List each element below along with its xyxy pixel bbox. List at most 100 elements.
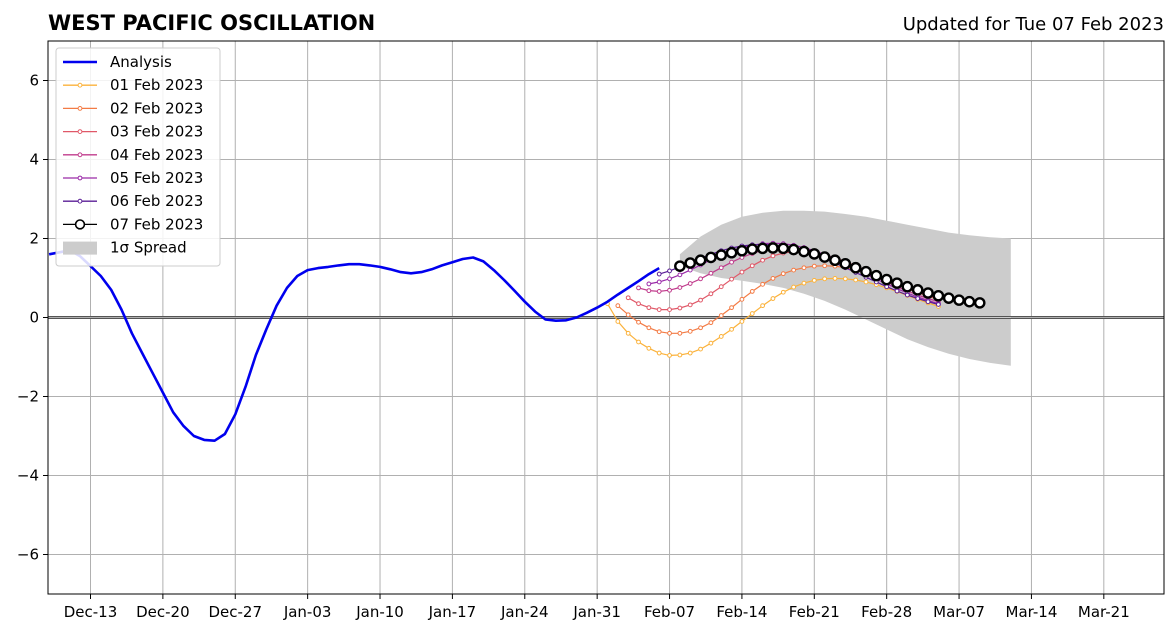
legend: Analysis 01 Feb 2023 02 Feb 2023 03 Feb 202…: [55, 47, 221, 267]
forecast-point: [718, 265, 724, 271]
forecast-series-6: [674, 242, 986, 309]
legend-label: 07 Feb 2023: [110, 215, 203, 233]
forecast-point: [687, 328, 693, 334]
forecast-point: [801, 265, 807, 271]
forecast-point: [698, 297, 703, 303]
forecast-point: [963, 295, 976, 308]
forecast-point: [901, 280, 914, 293]
forecast-point: [746, 243, 759, 255]
forecast-point: [739, 319, 745, 324]
legend-entry: 05 Feb 2023: [63, 169, 203, 187]
forecast-point: [656, 307, 662, 313]
legend-label: 03 Feb 2023: [110, 123, 203, 141]
forecast-point: [646, 288, 652, 294]
forecast-point: [625, 312, 631, 318]
x-tick-label: Feb-07: [644, 603, 695, 621]
forecast-point: [739, 269, 745, 275]
forecast-point: [725, 246, 738, 259]
forecast-point: [667, 287, 672, 293]
forecast-point: [646, 325, 652, 331]
forecast-point: [736, 244, 748, 257]
analysis-line: [48, 249, 660, 443]
forecast-point: [849, 261, 862, 274]
forecast-point: [822, 276, 828, 282]
forecast-point: [656, 350, 662, 356]
forecast-point: [708, 270, 714, 276]
forecast-point: [811, 263, 817, 269]
legend-entry: 02 Feb 2023: [63, 99, 203, 117]
legend-entry: Analysis: [63, 53, 172, 71]
forecast-point: [780, 289, 786, 295]
forecast-point: [760, 303, 765, 309]
plot-frame: [47, 40, 1165, 595]
x-tick-label: Dec-13: [64, 603, 118, 621]
forecast-point: [829, 254, 841, 267]
forecast-point: [749, 289, 755, 294]
forecast-point: [656, 289, 662, 294]
x-tick-label: Jan-03: [283, 603, 332, 621]
forecast-point: [667, 268, 672, 274]
forecast-point: [777, 242, 790, 255]
forecast-point: [767, 242, 779, 254]
y-tick-label: −2: [17, 388, 39, 406]
chart-title: WEST PACIFIC OSCILLATION: [48, 11, 375, 35]
legend-label: 06 Feb 2023: [110, 192, 203, 210]
x-tick-label: Feb-14: [716, 603, 767, 621]
legend-label: 02 Feb 2023: [110, 99, 203, 117]
legend-entry: 07 Feb 2023: [63, 215, 203, 233]
forecast-point: [780, 271, 786, 277]
forecast-point: [708, 320, 714, 326]
forecast-point: [756, 242, 769, 255]
forecast-point: [625, 295, 631, 301]
x-tick-label: Jan-10: [355, 603, 404, 621]
forecast-point: [925, 299, 931, 305]
forecast-point: [677, 285, 683, 290]
forecast-point: [904, 292, 910, 298]
forecast-point: [636, 301, 641, 307]
forecast-point: [880, 273, 893, 286]
forecast-point: [770, 296, 776, 301]
forecast-point: [791, 284, 797, 290]
chart-subtitle: Updated for Tue 07 Feb 2023: [903, 14, 1164, 35]
forecast-point: [922, 287, 934, 299]
legend-entry: 03 Feb 2023: [63, 123, 203, 141]
forecast-point: [636, 319, 641, 325]
forecast-point: [677, 272, 683, 278]
legend-marker: [77, 106, 83, 111]
forecast-point: [749, 263, 755, 269]
legend-entry: 1σ Spread: [63, 239, 187, 257]
forecast-point: [787, 243, 800, 256]
forecast-point: [615, 303, 621, 309]
legend-label: 01 Feb 2023: [110, 76, 203, 94]
forecast-point: [860, 265, 872, 278]
legend-label: Analysis: [110, 53, 172, 71]
forecast-point: [770, 253, 776, 259]
forecast-point: [705, 251, 717, 264]
legend-label: 1σ Spread: [110, 239, 187, 257]
forecast-point: [674, 260, 686, 272]
forecast-point: [687, 350, 693, 356]
forecast-point: [656, 271, 662, 277]
y-tick-label: 4: [29, 151, 39, 169]
forecast-point: [698, 276, 703, 282]
forecast-point: [729, 259, 734, 265]
forecast-point: [646, 281, 652, 287]
forecast-point: [935, 302, 941, 307]
forecast-point: [870, 269, 883, 282]
x-tick-label: Mar-14: [1006, 603, 1058, 621]
legend-label: 04 Feb 2023: [110, 146, 203, 164]
forecast-point: [932, 289, 945, 302]
forecast-point: [718, 284, 724, 290]
legend-entry: 06 Feb 2023: [63, 192, 203, 210]
forecast-point: [891, 277, 903, 289]
legend-label: 05 Feb 2023: [110, 169, 203, 187]
forecast-point: [853, 277, 859, 283]
forecast-point: [760, 257, 765, 263]
forecast-point: [811, 277, 817, 283]
y-tick-label: −6: [17, 546, 39, 564]
forecast-point: [625, 330, 631, 336]
forecast-point: [698, 325, 703, 331]
x-tick-label: Jan-31: [572, 603, 621, 621]
x-tick-label: Jan-17: [428, 603, 477, 621]
